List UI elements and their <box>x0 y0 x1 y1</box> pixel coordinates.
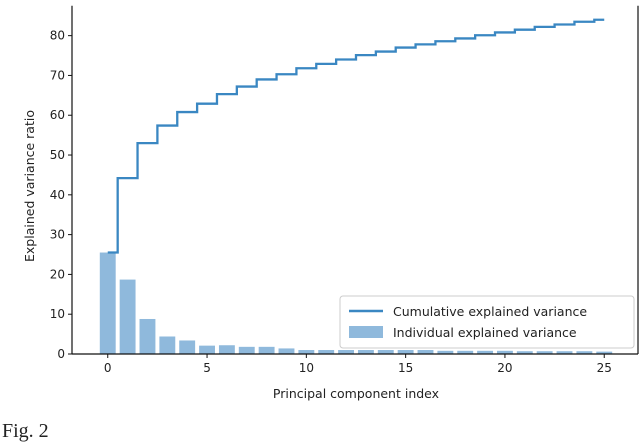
bar <box>516 351 533 354</box>
y-tick-label: 20 <box>50 267 65 281</box>
cumulative-line-group <box>107 18 605 254</box>
bar <box>417 350 434 354</box>
bar <box>338 350 355 354</box>
y-tick-label: 50 <box>50 148 65 162</box>
bar <box>357 350 374 354</box>
legend-label-individual: Individual explained variance <box>393 325 577 340</box>
y-tick-label: 40 <box>50 188 65 202</box>
y-tick-label: 60 <box>50 108 65 122</box>
axes-group: 0 5 10 15 20 25 0 10 20 30 40 50 60 70 80 <box>50 5 639 375</box>
x-tick-label: 5 <box>203 361 211 375</box>
bar <box>99 252 116 354</box>
x-axis-label: Principal component index <box>273 386 439 401</box>
x-tick-label: 10 <box>299 361 314 375</box>
bar <box>457 350 474 354</box>
y-tick-label: 10 <box>50 307 65 321</box>
bar <box>139 318 156 354</box>
bar <box>258 346 275 354</box>
legend-bar-swatch <box>349 326 383 338</box>
bar <box>536 351 553 354</box>
bar <box>496 350 513 354</box>
bar <box>377 350 394 354</box>
y-tick-label: 80 <box>50 29 65 43</box>
x-tick-label: 15 <box>398 361 413 375</box>
explained-variance-chart: 0 5 10 15 20 25 0 10 20 30 40 50 60 70 80 Cumulative e… <box>22 5 639 401</box>
cumulative-step-line <box>107 18 605 254</box>
bars-group <box>99 252 613 354</box>
bar <box>556 351 573 354</box>
bar <box>159 336 176 354</box>
x-tick-label: 25 <box>597 361 612 375</box>
y-tick-label: 70 <box>50 68 65 82</box>
bar <box>199 345 215 354</box>
x-tick-label: 0 <box>104 361 112 375</box>
bar <box>318 350 335 354</box>
bar <box>218 345 235 354</box>
bar <box>278 348 295 354</box>
bar <box>238 346 255 354</box>
y-axis-label: Explained variance ratio <box>22 110 37 262</box>
bar <box>298 350 315 354</box>
legend: Cumulative explained variance Individual… <box>339 295 635 349</box>
bar <box>477 350 494 354</box>
bar <box>397 350 414 354</box>
legend-box <box>339 295 635 349</box>
bar <box>576 351 593 354</box>
bar <box>596 351 613 354</box>
bar <box>119 279 136 354</box>
bar <box>179 340 196 354</box>
y-tick-label: 30 <box>50 228 65 242</box>
figure-caption: Fig. 2 <box>2 420 49 442</box>
y-tick-label: 0 <box>57 347 65 361</box>
legend-label-cumulative: Cumulative explained variance <box>393 304 587 319</box>
x-tick-label: 20 <box>497 361 512 375</box>
bar <box>437 350 454 354</box>
